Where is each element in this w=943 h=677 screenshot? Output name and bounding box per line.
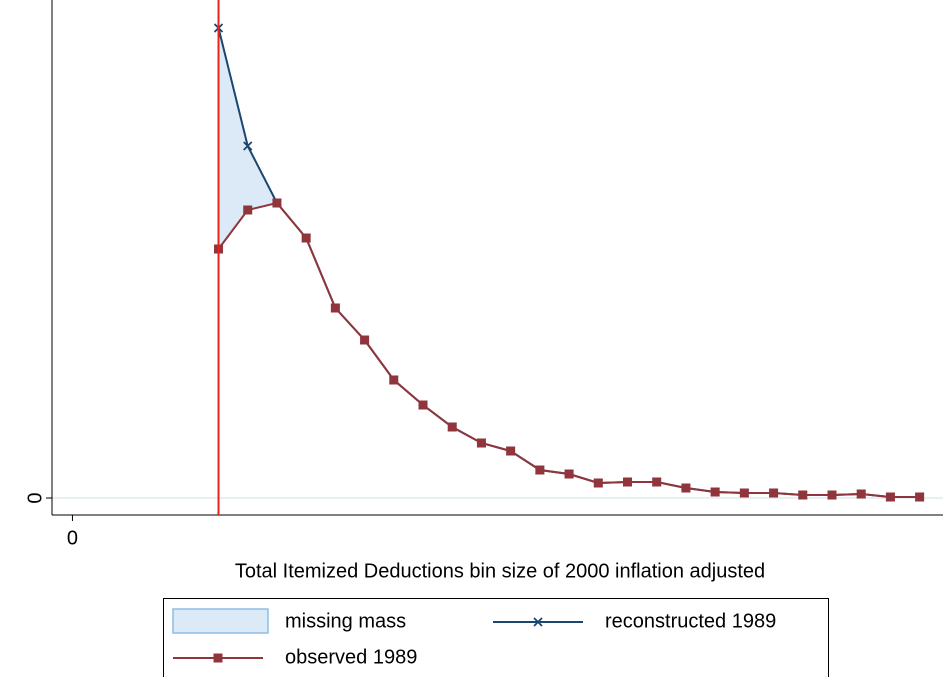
point — [622, 477, 632, 487]
point — [827, 490, 837, 500]
legend-marker — [533, 617, 543, 627]
legend-swatch — [172, 608, 269, 634]
legend-marker — [213, 653, 223, 663]
point — [593, 478, 603, 488]
point — [915, 492, 925, 502]
x-axis-label: Total Itemized Deductions bin size of 20… — [235, 560, 765, 582]
point — [506, 446, 516, 456]
point — [769, 488, 779, 498]
point — [301, 233, 311, 243]
legend-label: reconstructed 1989 — [605, 610, 776, 632]
point — [476, 438, 486, 448]
point — [418, 400, 428, 410]
point — [360, 335, 370, 345]
point — [535, 465, 545, 475]
point — [389, 375, 399, 385]
point — [330, 303, 340, 313]
point — [243, 205, 253, 215]
point — [652, 477, 662, 487]
point — [885, 492, 895, 502]
point — [739, 488, 749, 498]
point — [798, 490, 808, 500]
point — [447, 422, 457, 432]
y-tick-label: 0 — [24, 492, 46, 503]
legend-label: missing mass — [285, 610, 406, 632]
point — [564, 469, 574, 479]
legend-box — [163, 598, 829, 677]
point — [272, 198, 282, 208]
legend-label: observed 1989 — [285, 646, 417, 668]
x-tick-label: 0 — [67, 527, 78, 549]
point — [681, 483, 691, 493]
point — [710, 487, 720, 497]
point — [243, 141, 253, 151]
point — [856, 489, 866, 499]
